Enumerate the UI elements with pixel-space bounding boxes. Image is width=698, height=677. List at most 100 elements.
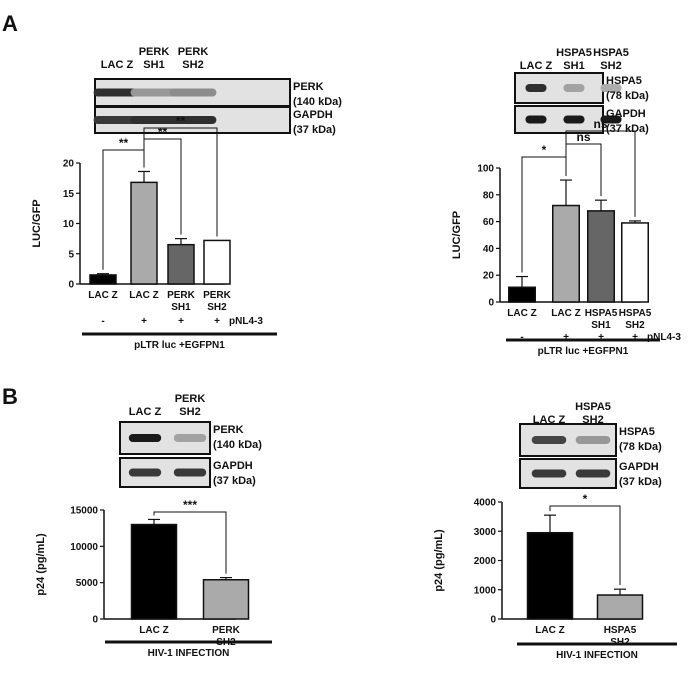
y-tick-label: 4000 <box>474 498 497 509</box>
blot-strip <box>514 72 604 104</box>
y-tick-label: 40 <box>483 244 495 255</box>
band-label: GAPDH (37 kDa) <box>213 460 256 487</box>
y-tick-label: 100 <box>477 164 494 175</box>
bar <box>621 222 649 303</box>
condition-sign: - <box>101 316 104 327</box>
significance-bracket <box>153 511 227 574</box>
y-tick-label: 15000 <box>70 506 98 517</box>
y-tick-label: 10 <box>63 219 75 230</box>
band-label: HSPA5 (78 kDa) <box>606 75 649 102</box>
bar <box>508 286 536 303</box>
blot-band <box>575 436 611 444</box>
category-label: LAC Z <box>88 290 117 301</box>
bar <box>587 210 615 303</box>
blot-band <box>128 434 162 442</box>
lane-label: LAC Z <box>101 59 134 71</box>
significance-label: * <box>583 492 588 506</box>
chart-chartA2: 0 20 40 60 80 100 LUC/GFP LAC Z LAC Z HSPA5 SH1HSP… <box>451 117 681 357</box>
y-tick-label: 3000 <box>474 527 497 538</box>
condition-sign: + <box>141 316 147 327</box>
significance-label: *** <box>183 498 197 512</box>
y-tick-label: 5 <box>68 249 74 260</box>
lane-label: LAC Z <box>520 60 553 72</box>
blot-band <box>600 84 622 92</box>
panel-label-a: A <box>2 11 18 36</box>
y-tick-label: 20 <box>483 271 495 282</box>
y-tick-label: 60 <box>483 217 495 228</box>
y-tick-label: 10000 <box>70 542 98 553</box>
y-tick-label: 5000 <box>76 578 99 589</box>
y-axis-label: LUC/GFP <box>451 211 463 259</box>
y-axis-label: p24 (pg/mL) <box>35 533 47 596</box>
blot-band <box>169 116 217 124</box>
group-label: HIV-1 INFECTION <box>148 648 230 659</box>
y-tick-label: 2000 <box>474 556 497 567</box>
bar <box>167 243 195 285</box>
blot-band <box>130 116 178 124</box>
significance-bracket <box>549 505 621 586</box>
blot-band <box>173 468 207 477</box>
condition-sign: + <box>178 316 184 327</box>
y-tick-label: 15 <box>63 189 75 200</box>
significance-label: ** <box>119 136 129 150</box>
category-label: LAC Z <box>507 308 536 319</box>
bar <box>130 181 158 285</box>
blot-band <box>169 88 217 97</box>
bar <box>202 579 250 620</box>
category-label: LAC Z <box>129 290 158 301</box>
y-axis-label: p24 (pg/mL) <box>433 529 445 592</box>
condition-sign: + <box>214 316 220 327</box>
band-label: GAPDH (37 kDa) <box>619 461 662 488</box>
chart-chartA1: 0 5 10 15 20 LUC/GFP LAC Z LAC Z PERK SH1 PERK SH2 *… <box>31 114 277 351</box>
condition-sign: - <box>520 332 523 343</box>
category-label: LAC Z <box>139 625 168 636</box>
significance-label: * <box>542 143 547 157</box>
blot-band <box>173 434 207 442</box>
significance-label: ns <box>593 117 607 131</box>
group-label: pLTR luc +EGFPN1 <box>134 340 225 351</box>
bar <box>552 204 580 303</box>
y-tick-label: 0 <box>488 298 494 309</box>
band-label: GAPDH (37 kDa) <box>606 108 649 135</box>
significance-bracket <box>565 143 602 197</box>
blot-band <box>531 469 567 478</box>
category-label: LAC Z <box>535 625 564 636</box>
category-label: HSPA5 SH1 <box>585 308 618 331</box>
blot-strip <box>519 423 617 457</box>
bar <box>130 523 178 620</box>
bar <box>526 531 574 620</box>
band-label: GAPDH (37 kDa) <box>293 109 336 136</box>
band-label: HSPA5 (78 kDa) <box>619 426 662 453</box>
y-tick-label: 80 <box>483 190 495 201</box>
y-tick-label: 0 <box>68 280 74 291</box>
group-label: HIV-1 INFECTION <box>556 650 638 661</box>
blot-band <box>531 436 567 444</box>
blot-band <box>525 84 547 92</box>
panel-label-b: B <box>2 384 18 409</box>
category-label: PERK SH1 <box>167 290 196 313</box>
blot-band <box>525 115 547 124</box>
y-tick-label: 0 <box>92 615 98 626</box>
blot-band <box>93 88 141 97</box>
blot-a1: LAC Z PERK SH1 PERK SH2 PERK (140 kDa)GAPDH (37… <box>93 46 342 136</box>
condition-label: pNL4-3 <box>647 332 681 343</box>
bar <box>596 594 644 620</box>
blot-band <box>563 115 585 124</box>
condition-sign: + <box>632 332 638 343</box>
blot-band <box>575 469 611 478</box>
band-label: PERK (140 kDa) <box>293 81 342 108</box>
lane-label: PERK SH2 <box>178 46 209 71</box>
blot-band <box>600 115 622 124</box>
blot-band <box>128 468 162 477</box>
y-axis-label: LUC/GFP <box>31 199 43 247</box>
y-tick-label: 0 <box>490 615 496 626</box>
band-label: PERK (140 kDa) <box>213 424 262 451</box>
significance-label: ** <box>158 125 168 139</box>
